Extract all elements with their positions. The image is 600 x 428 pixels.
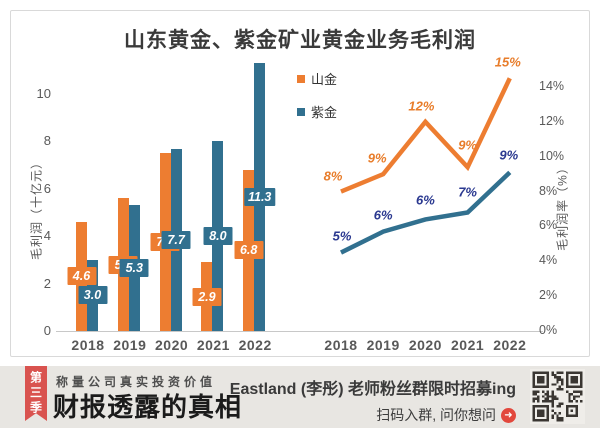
left-axis-title: 毛利润（十亿元） [29,155,44,261]
line-value-label: 9% [458,137,477,153]
legend-item-shanjin: 山金 [297,69,337,88]
chart-title: 山东黄金、紫金矿业黄金业务毛利润 [124,29,476,52]
x-axis-tick-label: 2019 [366,337,400,353]
line-value-label: 15% [494,54,521,70]
qr-code[interactable] [530,369,585,424]
y-axis-tick-label: 14% [539,78,565,93]
line-value-label: 5% [332,228,352,244]
y-axis-tick-label: 10% [539,148,565,163]
line-series-山金 [340,77,512,194]
bar-value-label: 8.0 [203,227,233,246]
x-axis-tick-label: 2018 [71,337,105,353]
promo-recruit-text: Eastland (李彤) 老师粉丝群限时招募ing [229,381,516,398]
y-axis-tick-label: 2 [43,275,51,291]
bottom-banner: 第三季 称量公司真实投资价值 财报透露的真相 Eastland (李彤) 老师粉… [0,366,600,428]
bar-value-label: 4.6 [67,267,96,286]
y-axis-tick-label: 10 [36,86,51,101]
y-axis-tick-label: 0% [539,323,558,337]
x-axis-tick-label: 2020 [155,337,189,353]
x-axis-tick-label: 2022 [238,337,272,353]
y-axis-tick-label: 6% [539,218,558,233]
chart-legend: 山金 紫金 [297,69,337,135]
season-ribbon: 第三季 [25,366,47,421]
line-value-label: 6% [373,207,393,223]
chart-card: 山东黄金、紫金矿业黄金业务毛利润 山金 紫金 毛利润（十亿元） 毛利润率（%） … [10,10,590,357]
banner-brand-title: 财报透露的真相 [53,392,243,422]
y-axis-tick-label: 12% [539,113,565,128]
line-value-label: 9% [499,147,519,163]
bar-value-label: 11.3 [243,188,276,207]
promo-block: Eastland (李彤) 老师粉丝群限时招募ing 扫码入群, 问你想问 ➜ [230,375,516,425]
legend-label: 紫金 [311,105,338,120]
y-axis-tick-label: 2% [539,288,558,303]
y-axis-tick-label: 0 [43,323,51,338]
x-axis-line [56,331,543,332]
bar-value-label: 5.3 [119,259,149,278]
bar-value-label: 7.7 [161,230,191,249]
line-value-label: 6% [415,192,435,208]
arrow-right-icon: ➜ [501,407,516,423]
legend-label: 山金 [311,72,338,87]
bar-value-label: 3.0 [78,286,107,305]
x-axis-tick-label: 2022 [493,337,527,353]
x-axis-tick-label: 2021 [451,337,485,353]
x-axis-tick-label: 2018 [324,337,358,353]
line-value-label: 7% [458,184,477,200]
x-axis-tick-label: 2021 [196,337,230,353]
y-axis-tick-label: 4 [43,228,51,244]
bar-value-label: 2.9 [192,287,222,306]
zijin-swatch-icon [297,107,305,116]
x-axis-tick-label: 2019 [113,337,147,353]
line-series-紫金 [340,170,512,255]
line-value-label: 8% [323,168,343,184]
bar-value-label: 6.8 [234,241,264,260]
line-value-label: 9% [367,150,387,166]
x-axis-tick-label: 2020 [408,337,442,353]
line-value-label: 12% [408,98,435,114]
y-axis-tick-label: 6 [43,180,51,196]
legend-item-zijin: 紫金 [297,102,337,121]
banner-tagline: 称量公司真实投资价值 [56,375,217,389]
promo-scan-text: 扫码入群, 问你想问 ➜ [230,405,516,425]
y-axis-tick-label: 8 [43,133,51,149]
y-axis-tick-label: 8% [539,183,558,198]
right-axis-title: 毛利润率（%） [555,161,570,251]
ribbon-label: 第三季 [28,371,43,416]
shanjin-swatch-icon [297,74,305,83]
y-axis-tick-label: 4% [539,253,558,268]
